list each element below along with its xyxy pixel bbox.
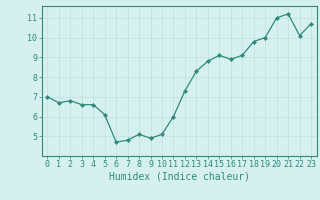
X-axis label: Humidex (Indice chaleur): Humidex (Indice chaleur): [109, 172, 250, 182]
